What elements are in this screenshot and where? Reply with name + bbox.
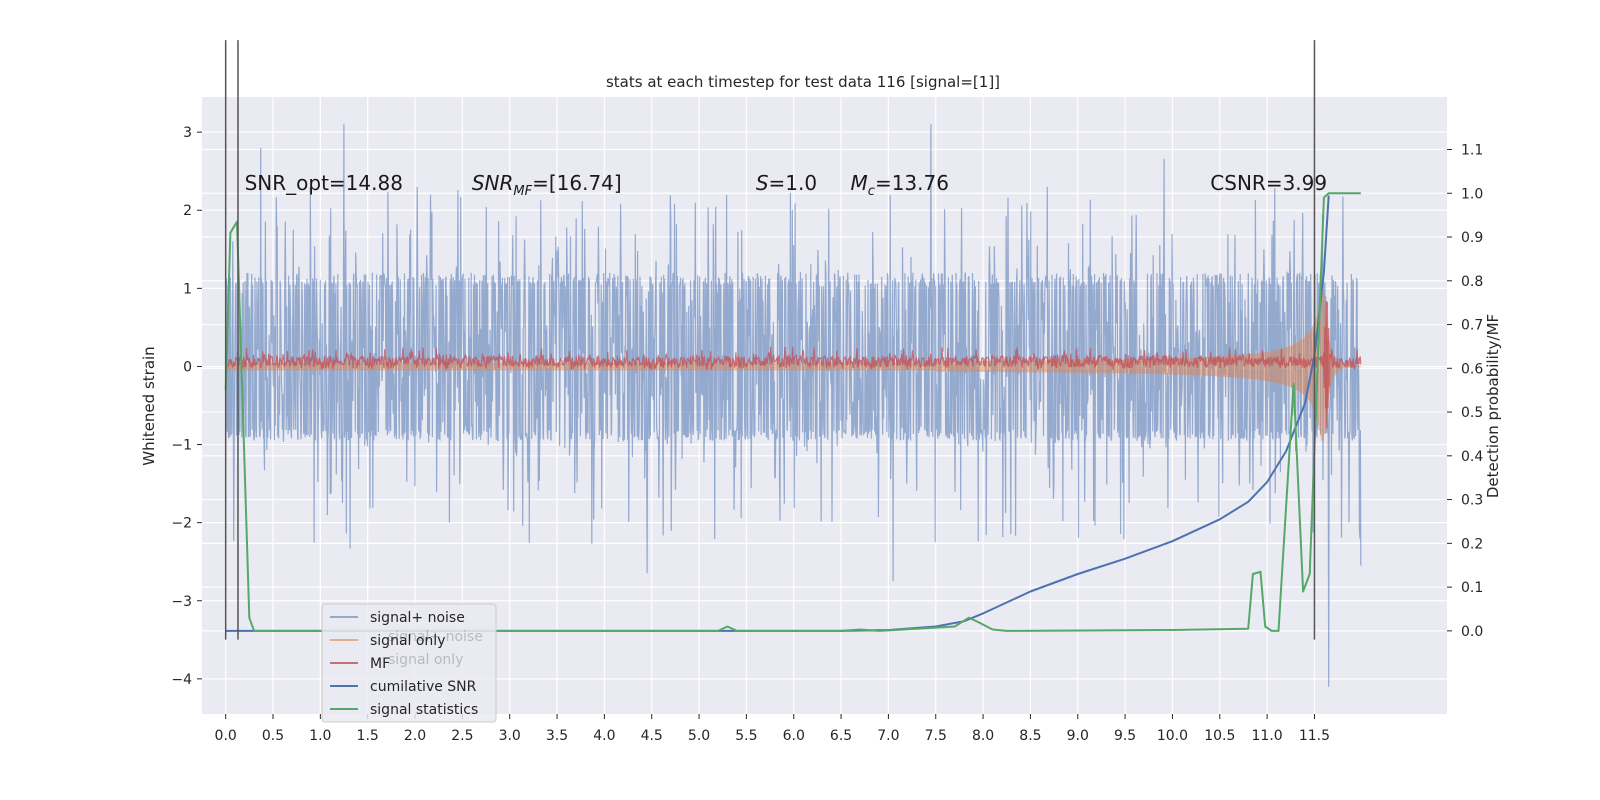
y2-tick-label: 0.9 [1461,230,1483,246]
x-tick-label: 10.5 [1204,728,1235,744]
annotation-csnr: CSNR=3.99 [1210,171,1327,195]
x-tick-label: 1.0 [309,728,331,744]
y-tick-label: −3 [171,594,192,610]
x-tick-label: 6.5 [830,728,852,744]
y-tick-label: 1 [183,281,192,297]
x-tick-label: 0.0 [215,728,237,744]
y2-tick-label: 1.0 [1461,186,1483,202]
x-tick-label: 8.5 [1019,728,1041,744]
legend-label: signal only [370,633,445,649]
x-tick-label: 11.0 [1252,728,1283,744]
chart-title: stats at each timestep for test data 116… [606,73,1000,91]
x-tick-label: 4.0 [593,728,615,744]
y2-tick-label: 0.1 [1461,580,1483,596]
x-tick-label: 8.0 [972,728,994,744]
y2-tick-label: 0.0 [1461,624,1483,640]
legend-label: signal statistics [370,702,478,718]
x-tick-label: 5.0 [688,728,710,744]
right-axis-data-layer [224,192,1361,632]
annotations: SNR_opt=14.88 SNRMF=[16.74] S=1.0 Mc=13.76 C… [245,171,1328,199]
x-tick-label: 5.5 [735,728,757,744]
legend-label: signal+ noise [370,610,465,626]
legend-box [321,603,497,723]
y2-axis-ticks: 0.0 0.1 0.2 0.3 0.4 0.5 0.6 0.7 0.8 0.9 1.0 1.1 [1447,143,1483,640]
y-axis-ticks: −4 −3 −2 −1 0 1 2 3 [171,125,202,688]
x-tick-label: 6.0 [783,728,805,744]
annotation-snr-opt: SNR_opt=14.88 [245,171,403,195]
y-tick-label: −1 [171,438,192,454]
series-signal-statistics-line [224,192,1361,632]
y-tick-label: −2 [171,516,192,532]
x-tick-label: 0.5 [262,728,284,744]
y2-tick-label: 0.6 [1461,361,1483,377]
legend-label: cumilative SNR [370,679,477,695]
x-tick-label: 2.5 [451,728,473,744]
vertical-markers [224,40,1316,640]
y-tick-label: 3 [183,125,192,141]
annotation-snr-mf: SNRMF=[16.74] [472,171,622,199]
y2-tick-label: 0.8 [1461,274,1483,290]
data-layer [225,124,1362,687]
x-axis-ticks: 0.0 0.5 1.0 1.5 2.0 2.5 3.0 3.5 4.0 4.5 5.0 5.5 6.0 6… [215,714,1330,744]
grid-lines [202,97,1447,714]
x-tick-label: 7.5 [925,728,947,744]
y2-tick-label: 1.1 [1461,143,1483,159]
x-tick-label: 7.0 [877,728,899,744]
x-tick-label: 11.5 [1299,728,1330,744]
y-tick-label: −4 [171,672,192,688]
y2-tick-label: 0.3 [1461,493,1483,509]
x-tick-label: 3.5 [546,728,568,744]
x-tick-label: 3.0 [499,728,521,744]
y2-tick-label: 0.4 [1461,449,1483,465]
y2-tick-label: 0.5 [1461,405,1483,421]
y-axis-label: Whitened strain [140,346,158,465]
x-tick-label: 4.5 [641,728,663,744]
y2-axis-label: Detection probability/MF [1484,314,1502,498]
legend-ghost-label: signal+ noise [388,629,483,645]
x-tick-label: 2.0 [404,728,426,744]
x-tick-label: 9.5 [1114,728,1136,744]
x-tick-label: 10.0 [1157,728,1188,744]
y2-tick-label: 0.2 [1461,536,1483,552]
series-signal-noise-line [225,124,1362,687]
annotation-s-val: S=1.0 [756,171,817,195]
x-tick-label: 1.5 [357,728,379,744]
series-mf-line [225,300,1362,429]
annotation-mc-val: Mc=13.76 [851,171,949,199]
legend-ghost-label: signal only [388,652,463,668]
legend-label: MF [370,656,390,672]
x-tick-label: 9.0 [1067,728,1089,744]
y2-tick-label: 0.7 [1461,318,1483,334]
y-tick-label: 0 [183,359,192,375]
y-tick-label: 2 [183,203,192,219]
